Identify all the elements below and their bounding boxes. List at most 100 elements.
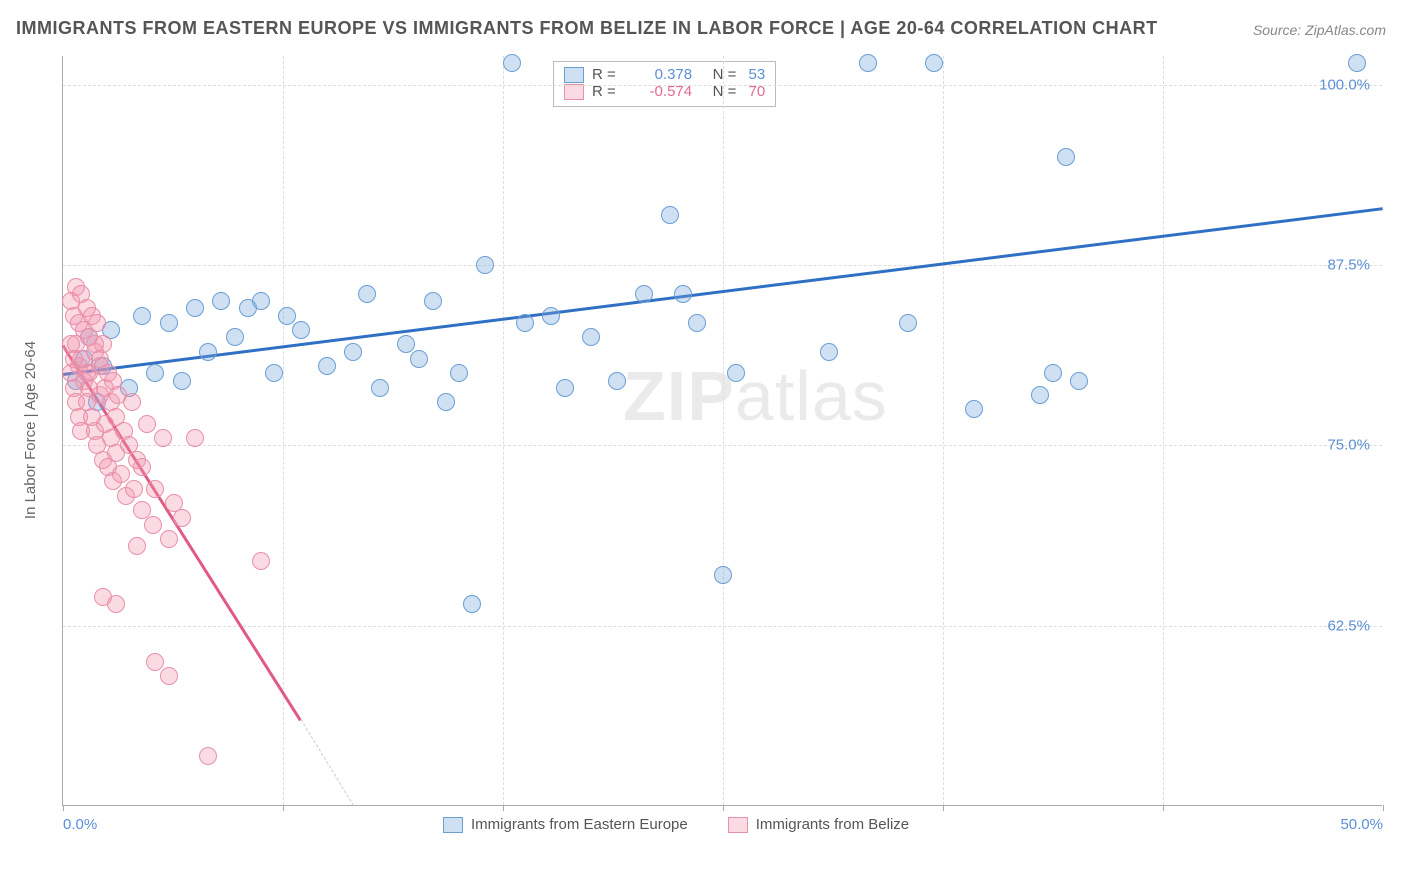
- data-point: [437, 393, 455, 411]
- data-point: [226, 328, 244, 346]
- chart-title: IMMIGRANTS FROM EASTERN EUROPE VS IMMIGR…: [16, 18, 1158, 39]
- legend-swatch: [443, 817, 463, 833]
- data-point: [133, 458, 151, 476]
- data-point: [173, 509, 191, 527]
- legend-item: Immigrants from Belize: [728, 816, 909, 833]
- data-point: [160, 530, 178, 548]
- data-point: [128, 537, 146, 555]
- data-point: [820, 343, 838, 361]
- data-point: [146, 653, 164, 671]
- data-point: [463, 595, 481, 613]
- legend-stat-row: R = 0.378 N = 53: [564, 66, 765, 83]
- gridline-vertical: [503, 56, 504, 805]
- x-tick: [723, 805, 724, 811]
- n-value: 53: [749, 66, 766, 83]
- data-point: [91, 350, 109, 368]
- data-point: [582, 328, 600, 346]
- x-tick: [283, 805, 284, 811]
- x-tick-label: 50.0%: [1340, 816, 1383, 833]
- data-point: [674, 285, 692, 303]
- data-point: [1044, 364, 1062, 382]
- data-point: [80, 379, 98, 397]
- legend-swatch: [564, 67, 584, 83]
- data-point: [635, 285, 653, 303]
- data-point: [138, 415, 156, 433]
- gridline-vertical: [723, 56, 724, 805]
- data-point: [714, 566, 732, 584]
- x-tick: [1163, 805, 1164, 811]
- data-point: [292, 321, 310, 339]
- r-value: 0.378: [632, 66, 692, 83]
- data-point: [925, 54, 943, 72]
- y-tick-label: 87.5%: [1327, 257, 1370, 274]
- data-point: [123, 393, 141, 411]
- data-point: [688, 314, 706, 332]
- data-point: [1057, 148, 1075, 166]
- x-tick: [503, 805, 504, 811]
- legend-item: Immigrants from Eastern Europe: [443, 816, 688, 833]
- scatter-plot-area: ZIPatlas R = 0.378 N = 53R = -0.574 N = …: [62, 56, 1382, 806]
- data-point: [358, 285, 376, 303]
- data-point: [94, 588, 112, 606]
- data-point: [1031, 386, 1049, 404]
- data-point: [160, 667, 178, 685]
- data-point: [112, 465, 130, 483]
- data-point: [371, 379, 389, 397]
- gridline-vertical: [1163, 56, 1164, 805]
- data-point: [265, 364, 283, 382]
- data-point: [212, 292, 230, 310]
- data-point: [450, 364, 468, 382]
- n-label: N =: [700, 66, 740, 83]
- data-point: [72, 422, 90, 440]
- trendline-extension: [300, 720, 354, 807]
- legend-label: Immigrants from Belize: [756, 816, 909, 833]
- data-point: [965, 400, 983, 418]
- data-point: [410, 350, 428, 368]
- x-tick: [1383, 805, 1384, 811]
- y-tick-label: 75.0%: [1327, 437, 1370, 454]
- legend-swatch: [564, 84, 584, 100]
- data-point: [146, 364, 164, 382]
- series-legend: Immigrants from Eastern Europe Immigrants…: [443, 816, 909, 833]
- data-point: [476, 256, 494, 274]
- data-point: [516, 314, 534, 332]
- data-point: [125, 480, 143, 498]
- x-tick-label: 0.0%: [63, 816, 97, 833]
- data-point: [318, 357, 336, 375]
- data-point: [1348, 54, 1366, 72]
- data-point: [133, 307, 151, 325]
- data-point: [397, 335, 415, 353]
- data-point: [199, 747, 217, 765]
- data-point: [542, 307, 560, 325]
- watermark: ZIPatlas: [623, 356, 888, 436]
- watermark-bold: ZIP: [623, 357, 735, 435]
- data-point: [252, 552, 270, 570]
- gridline-vertical: [943, 56, 944, 805]
- data-point: [727, 364, 745, 382]
- data-point: [278, 307, 296, 325]
- data-point: [154, 429, 172, 447]
- watermark-light: atlas: [735, 357, 888, 435]
- data-point: [556, 379, 574, 397]
- x-tick: [943, 805, 944, 811]
- data-point: [503, 54, 521, 72]
- y-tick-label: 62.5%: [1327, 617, 1370, 634]
- data-point: [608, 372, 626, 390]
- data-point: [1070, 372, 1088, 390]
- data-point: [344, 343, 362, 361]
- legend-label: Immigrants from Eastern Europe: [471, 816, 688, 833]
- x-tick: [63, 805, 64, 811]
- data-point: [186, 429, 204, 447]
- data-point: [899, 314, 917, 332]
- data-point: [859, 54, 877, 72]
- data-point: [88, 314, 106, 332]
- source-attribution: Source: ZipAtlas.com: [1253, 22, 1386, 38]
- data-point: [160, 314, 178, 332]
- data-point: [173, 372, 191, 390]
- data-point: [186, 299, 204, 317]
- data-point: [424, 292, 442, 310]
- data-point: [661, 206, 679, 224]
- y-axis-label: In Labor Force | Age 20-64: [22, 341, 39, 519]
- data-point: [199, 343, 217, 361]
- y-tick-label: 100.0%: [1319, 76, 1370, 93]
